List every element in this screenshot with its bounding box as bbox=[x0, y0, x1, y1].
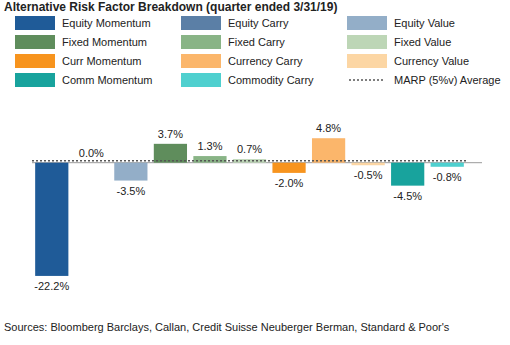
bar bbox=[431, 163, 464, 167]
chart: Alternative Risk Factor Breakdown (quart… bbox=[0, 0, 510, 345]
bars bbox=[35, 138, 464, 276]
bar bbox=[352, 163, 385, 166]
legend-swatch bbox=[15, 73, 55, 87]
legend-label: Equity Value bbox=[394, 17, 455, 29]
data-label: 0.7% bbox=[237, 143, 262, 155]
average-line bbox=[32, 160, 467, 162]
title: Alternative Risk Factor Breakdown (quart… bbox=[4, 0, 337, 14]
bar bbox=[35, 163, 68, 276]
legend-swatch bbox=[347, 16, 387, 30]
legend-swatch bbox=[347, 35, 387, 49]
legend: Equity Momentum Equity Carry Equity Value F… bbox=[15, 16, 501, 87]
bar bbox=[193, 156, 226, 163]
legend-swatch bbox=[15, 16, 55, 30]
bar bbox=[391, 163, 424, 186]
legend-label: Curr Momentum bbox=[62, 55, 141, 67]
bar bbox=[75, 162, 108, 163]
data-label: 4.8% bbox=[316, 122, 341, 134]
legend-label: MARP (5%v) Average bbox=[394, 74, 501, 86]
data-label: -0.8% bbox=[433, 171, 462, 183]
legend-swatch bbox=[181, 73, 221, 87]
source: Sources: Bloomberg Barclays, Callan, Cre… bbox=[4, 321, 450, 333]
data-label: 1.3% bbox=[197, 140, 222, 152]
legend-label: Equity Carry bbox=[228, 17, 289, 29]
legend-label: Fixed Carry bbox=[228, 36, 285, 48]
legend-label: Fixed Value bbox=[394, 36, 451, 48]
bar bbox=[272, 163, 305, 173]
bar bbox=[312, 138, 345, 162]
legend-label: Comm Momentum bbox=[62, 74, 152, 86]
data-label: -0.5% bbox=[354, 169, 383, 181]
legend-swatch bbox=[347, 54, 387, 68]
legend-swatch bbox=[15, 54, 55, 68]
data-label: 3.7% bbox=[158, 128, 183, 140]
data-label: -2.0% bbox=[275, 177, 304, 189]
data-label: -22.2% bbox=[34, 280, 69, 292]
legend-label: Currency Carry bbox=[228, 55, 303, 67]
bar bbox=[114, 163, 147, 181]
legend-swatch bbox=[349, 79, 385, 81]
data-labels: -22.2% 0.0% -3.5% 3.7% 1.3% 0.7% -2.0% 4.8% -0.5… bbox=[34, 122, 461, 292]
legend-label: Currency Value bbox=[394, 55, 469, 67]
legend-swatch bbox=[181, 16, 221, 30]
data-label: -4.5% bbox=[393, 190, 422, 202]
legend-swatch bbox=[181, 54, 221, 68]
average-group bbox=[32, 160, 467, 161]
bar bbox=[154, 144, 187, 163]
data-label: 0.0% bbox=[79, 147, 104, 159]
legend-label: Fixed Momentum bbox=[62, 36, 147, 48]
legend-swatch bbox=[15, 35, 55, 49]
legend-label: Equity Momentum bbox=[62, 17, 151, 29]
legend-label: Commodity Carry bbox=[228, 74, 314, 86]
data-label: -3.5% bbox=[116, 185, 145, 197]
legend-swatch bbox=[181, 35, 221, 49]
